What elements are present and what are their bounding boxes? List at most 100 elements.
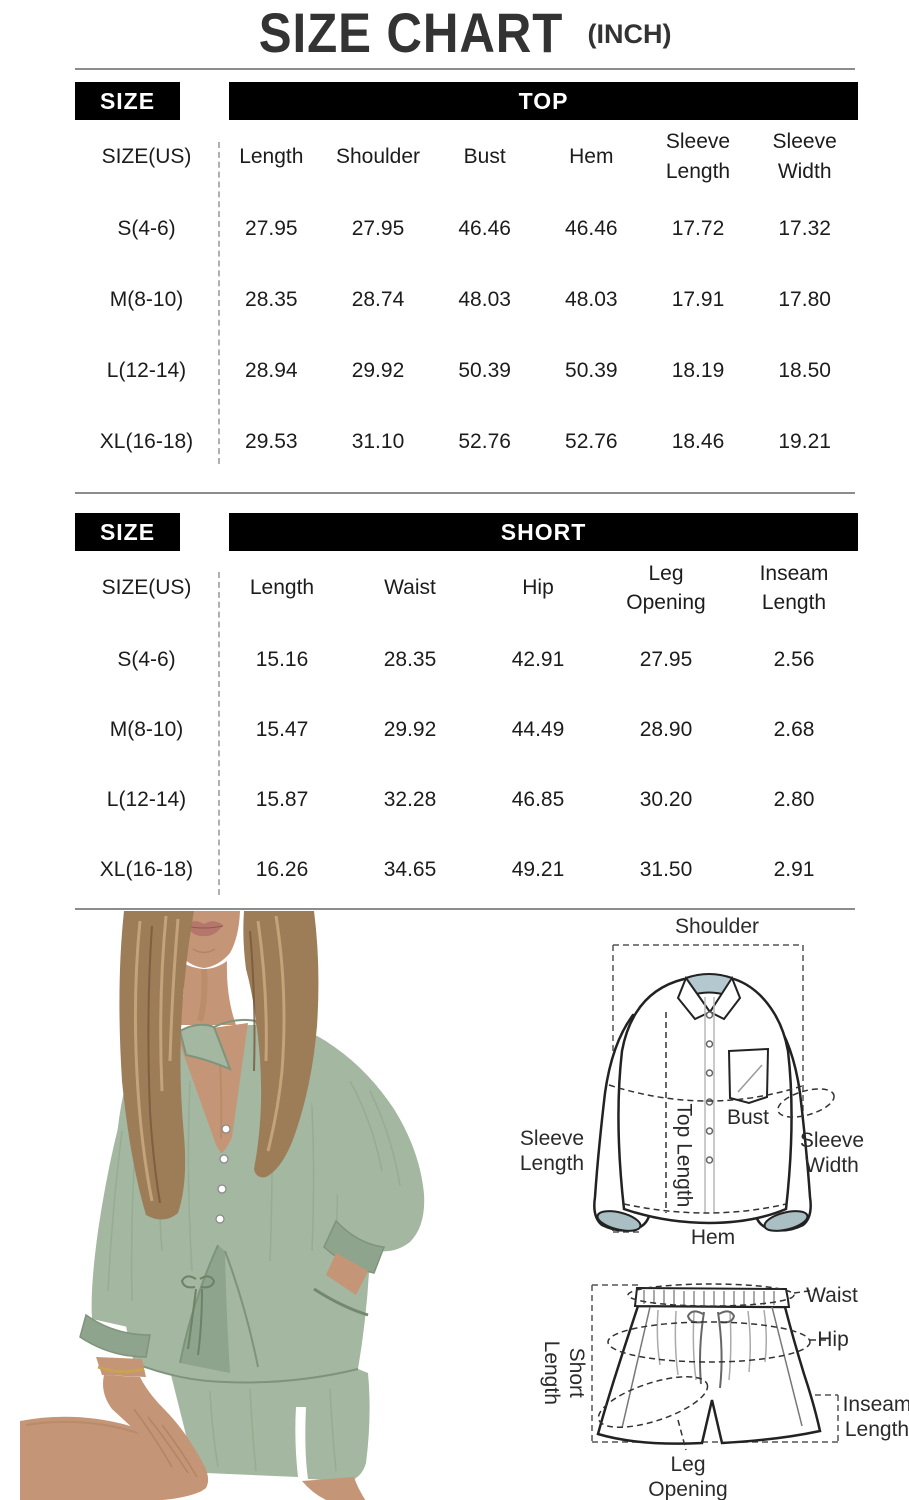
divider-top [75,68,855,70]
top-value: 19.21 [778,429,831,453]
top-table: SIZE(US) Length Shoulder Bust Hem Sleeve… [75,120,858,477]
short-value: 44.49 [511,718,565,742]
top-value: 46.46 [565,216,618,240]
short-value: 27.95 [639,648,693,672]
model-photo-illustration [20,911,425,1500]
short-value: 28.35 [383,648,437,672]
model-hand [103,1375,209,1492]
short-col-inseam-length: Inseam Length [759,561,829,614]
short-value: 2.68 [773,718,815,742]
label-top-length: Top Length [672,1103,696,1208]
short-value: 46.85 [511,788,565,812]
waistband-stitching [643,1290,775,1305]
short-value: 34.65 [383,858,437,882]
top-value: 52.76 [565,429,618,453]
label-bust: Bust [726,1106,770,1129]
label-hem: Hem [690,1226,736,1249]
top-value: 48.03 [565,287,618,311]
top-value: 48.03 [458,287,511,311]
label-hip: Hip [817,1328,849,1351]
short-value: 2.56 [773,648,815,672]
top-value: 18.50 [778,358,831,382]
divider-middle [75,492,855,494]
short-measurement-diagram: Waist Hip Short Length Inseam Length Leg… [498,1280,909,1500]
label-sleeve-width: Sleeve Width [799,1129,865,1177]
top-measurement-diagram: Shoulder Sleeve Length Top Length Bust S… [500,915,905,1273]
model-shirt [114,1017,372,1383]
short-value: 31.50 [639,858,693,882]
short-size-xl: XL(16-18) [99,858,194,882]
top-size-xl: XL(16-18) [99,429,194,453]
shorts-diagram-svg [591,1283,839,1451]
label-inseam-length: Inseam Length [842,1393,909,1441]
top-table-size-header: SIZE [75,82,180,120]
top-value: 17.72 [671,216,725,240]
short-value: 2.91 [773,858,815,882]
top-col-length: Length [239,144,304,168]
short-value: 15.87 [255,788,309,812]
top-col-sleeve-width: Sleeve Width [772,130,837,183]
top-value: 28.74 [351,287,405,311]
top-size-l: L(12-14) [106,358,187,382]
short-table: SIZE(US) Length Waist Hip Leg Opening In… [75,551,858,905]
shirt-measure-lines [608,1012,835,1214]
shirt-diagram-svg [593,944,835,1233]
top-value: 28.35 [245,287,298,311]
short-size-s: S(4-6) [117,648,176,672]
shirt-buttons [705,1011,714,1164]
short-value: 15.16 [255,648,309,672]
top-col-shoulder: Shoulder [335,144,421,168]
model-shorts [133,1362,370,1481]
short-value: 32.28 [383,788,437,812]
top-size-m: M(8-10) [109,287,184,311]
short-table-separator [218,572,220,895]
short-value: 15.47 [255,718,309,742]
model-photo [20,911,490,1500]
shirt-placket [704,997,715,1213]
top-value: 50.39 [458,358,511,382]
short-table-size-header: SIZE [75,513,180,551]
label-sleeve-length: Sleeve Length [519,1127,585,1175]
page-title: SIZE CHART (INCH) [0,0,909,64]
title-main: SIZE CHART [258,0,563,64]
title-unit: (INCH) [587,18,672,49]
short-col-length: Length [249,576,315,600]
short-value: 42.91 [511,648,565,672]
top-value: 46.46 [458,216,511,240]
short-col-leg-opening: Leg Opening [626,561,706,614]
top-size-s: S(4-6) [117,216,176,240]
label-waist: Waist [806,1284,858,1307]
top-value: 29.92 [351,358,405,382]
short-value: 28.90 [639,718,693,742]
shirt-outline [593,973,812,1232]
pocket-crease [737,1064,763,1093]
shorts-measure-lines [597,1283,828,1451]
top-value: 29.53 [245,429,298,453]
short-value: 16.26 [255,858,309,882]
top-value: 17.91 [671,287,725,311]
model-right-sleeve [303,1036,425,1317]
short-col-hip: Hip [522,576,554,600]
top-col-hem: Hem [569,144,614,168]
short-value: 30.20 [639,788,693,812]
top-value: 50.39 [565,358,618,382]
top-value: 27.95 [351,216,405,240]
top-table-section-header: TOP [229,82,858,120]
short-size-m: M(8-10) [109,718,184,742]
top-value: 17.80 [778,287,831,311]
short-value: 49.21 [511,858,565,882]
divider-bottom [75,908,855,910]
top-value: 18.46 [671,429,725,453]
shorts-gathers [656,1309,768,1381]
short-value: 29.92 [383,718,437,742]
short-col-waist: Waist [384,576,436,600]
top-value: 18.19 [671,358,725,382]
top-value: 17.32 [778,216,831,240]
top-row-header: SIZE(US) [101,144,192,168]
top-value: 28.94 [245,358,298,382]
top-table-separator [218,142,220,464]
top-value: 31.10 [351,429,405,453]
short-value: 2.80 [773,788,815,812]
short-row-header: SIZE(US) [101,576,192,600]
